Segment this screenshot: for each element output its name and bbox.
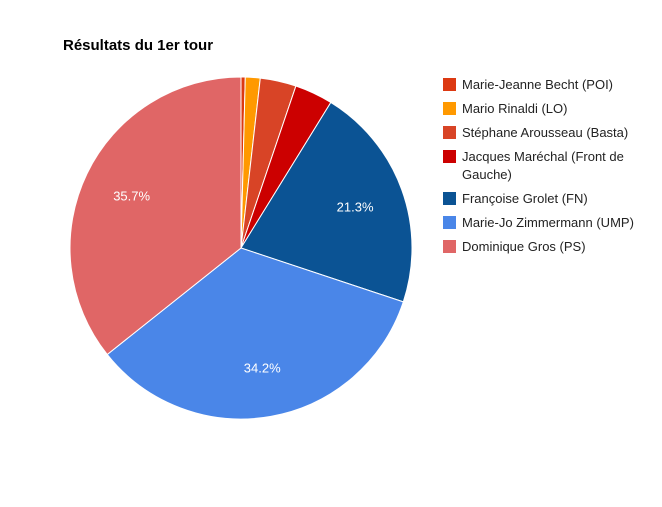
legend-label: Stéphane Arousseau (Basta) xyxy=(462,125,629,140)
pie-slice-5[interactable] xyxy=(106,247,404,420)
legend-swatch xyxy=(443,216,456,229)
legend-item-0[interactable]: Marie-Jeanne Becht (POI) xyxy=(443,76,658,94)
legend-label: Dominique Gros (PS) xyxy=(462,239,586,254)
legend-label: Françoise Grolet (FN) xyxy=(462,191,588,206)
legend-label: Mario Rinaldi (LO) xyxy=(462,101,568,116)
pie-slice-4[interactable] xyxy=(240,101,413,303)
legend-swatch xyxy=(443,150,456,163)
legend-item-6[interactable]: Dominique Gros (PS) xyxy=(443,238,658,256)
legend-swatch xyxy=(443,126,456,139)
pie-slice-6[interactable] xyxy=(69,76,242,356)
legend-item-5[interactable]: Marie-Jo Zimmermann (UMP) xyxy=(443,214,658,232)
legend-swatch xyxy=(443,78,456,91)
legend-label: Marie-Jo Zimmermann (UMP) xyxy=(462,215,634,230)
legend: Marie-Jeanne Becht (POI) Mario Rinaldi (L… xyxy=(443,76,658,262)
legend-item-3[interactable]: Jacques Maréchal (Front de Gauche) xyxy=(443,148,658,184)
legend-label: Jacques Maréchal (Front de Gauche) xyxy=(462,149,624,182)
slice-data-label-6: 35.7% xyxy=(113,188,150,203)
legend-item-2[interactable]: Stéphane Arousseau (Basta) xyxy=(443,124,658,142)
slice-data-label-4: 21.3% xyxy=(337,200,374,215)
slice-data-label-5: 34.2% xyxy=(244,361,281,376)
legend-swatch xyxy=(443,240,456,253)
chart-title: Résultats du 1er tour xyxy=(63,37,214,54)
legend-swatch xyxy=(443,102,456,115)
legend-item-4[interactable]: Françoise Grolet (FN) xyxy=(443,190,658,208)
legend-swatch xyxy=(443,192,456,205)
legend-label: Marie-Jeanne Becht (POI) xyxy=(462,77,614,92)
legend-item-1[interactable]: Mario Rinaldi (LO) xyxy=(443,100,658,118)
